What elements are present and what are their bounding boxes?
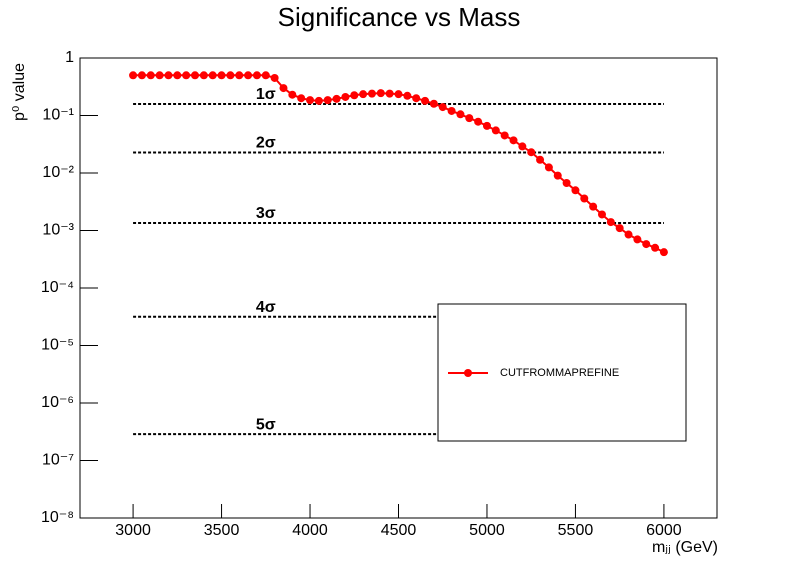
y-tick-label: 10⁻³ (42, 222, 74, 239)
data-point (146, 71, 155, 80)
legend-label: CUTFROMMAPREFINE (500, 367, 619, 379)
y-tick-label: 10⁻⁵ (41, 337, 74, 354)
data-point (226, 71, 235, 80)
sigma-label: 4σ (256, 299, 276, 316)
data-point (217, 71, 226, 80)
data-point (412, 94, 421, 103)
data-point (589, 202, 598, 211)
data-point (367, 89, 376, 98)
data-point (208, 71, 217, 80)
data-point (376, 89, 385, 98)
data-point (536, 155, 545, 164)
data-point (562, 179, 571, 188)
x-axis-title: mⱼⱼ (GeV) (652, 539, 718, 556)
sigma-label: 3σ (256, 205, 276, 222)
data-point (403, 91, 412, 100)
x-tick-label: 3000 (115, 522, 151, 539)
data-point (553, 171, 562, 180)
data-point (491, 126, 500, 135)
data-point (527, 148, 536, 157)
data-point (182, 71, 191, 80)
data-point (597, 210, 606, 219)
data-point (288, 90, 297, 99)
data-point (270, 73, 279, 82)
data-point (137, 71, 146, 80)
y-tick-label: 10⁻⁸ (41, 509, 74, 526)
y-axis-title: p⁰ value (11, 63, 28, 121)
data-point (465, 114, 474, 123)
data-point (341, 92, 350, 101)
data-point (359, 90, 368, 99)
data-point (474, 117, 483, 126)
data-point (651, 243, 660, 252)
data-point (447, 106, 456, 115)
data-point (421, 96, 430, 105)
data-point (314, 96, 323, 105)
x-tick-label: 4500 (381, 522, 417, 539)
x-tick-label: 6000 (646, 522, 682, 539)
data-point (624, 230, 633, 239)
y-tick-label: 10⁻⁶ (41, 394, 74, 411)
data-point (633, 235, 642, 244)
data-point (385, 89, 394, 98)
data-point (129, 71, 138, 80)
data-point (571, 186, 580, 195)
data-point (606, 218, 615, 227)
data-point (500, 131, 509, 140)
sigma-label: 2σ (256, 135, 276, 152)
data-point (306, 96, 315, 105)
data-point (173, 71, 182, 80)
data-point (297, 94, 306, 103)
data-point (429, 99, 438, 108)
data-point (261, 71, 270, 80)
data-point (235, 71, 244, 80)
data-point (659, 248, 668, 257)
x-tick-label: 3500 (204, 522, 240, 539)
chart-title: Significance vs Mass (278, 2, 521, 32)
data-point (394, 90, 403, 99)
y-tick-label: 10⁻² (42, 164, 74, 181)
legend-marker (464, 369, 472, 377)
data-point (615, 224, 624, 233)
data-point (642, 240, 651, 249)
data-point (438, 103, 447, 112)
data-point (199, 71, 208, 80)
data-point (456, 110, 465, 119)
y-tick-label: 10⁻⁴ (41, 279, 74, 296)
y-tick-label: 1 (65, 49, 74, 66)
data-point (164, 71, 173, 80)
data-point (580, 194, 589, 203)
data-point (155, 71, 164, 80)
data-point (518, 142, 527, 151)
x-tick-label: 5500 (558, 522, 594, 539)
sigma-label: 5σ (256, 416, 276, 433)
data-point (279, 84, 288, 93)
data-point (244, 71, 253, 80)
data-point (509, 136, 518, 145)
data-point (544, 163, 553, 172)
data-point (482, 121, 491, 130)
y-tick-label: 10⁻⁷ (42, 452, 74, 469)
x-tick-label: 4000 (292, 522, 328, 539)
sigma-label: 1σ (256, 86, 276, 103)
data-point (252, 71, 261, 80)
data-point (323, 96, 332, 105)
x-tick-label: 5000 (469, 522, 505, 539)
data-point (191, 71, 200, 80)
data-point (332, 94, 341, 103)
data-point (350, 91, 359, 100)
y-tick-label: 10⁻¹ (42, 107, 74, 124)
